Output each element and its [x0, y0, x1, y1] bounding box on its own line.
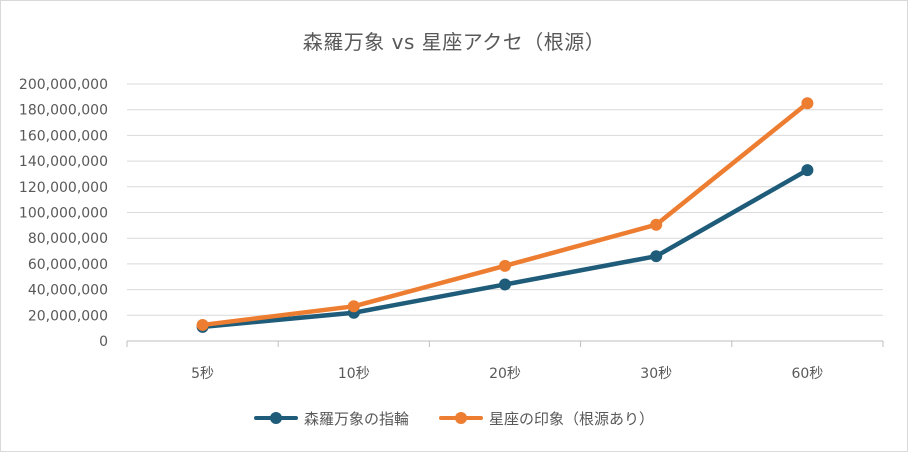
- y-tick-label: 20,000,000: [28, 308, 108, 324]
- y-tick-label: 120,000,000: [19, 180, 108, 196]
- data-point-series-2: [196, 318, 209, 331]
- x-tick-label: 5秒: [191, 366, 214, 382]
- y-tick-label: 160,000,000: [19, 128, 108, 144]
- legend-label-series-1: 森羅万象の指輪: [303, 409, 409, 428]
- series-line-1: [200, 167, 810, 330]
- legend: 森羅万象の指輪 星座の印象（根源あり）: [0, 407, 908, 429]
- y-tick-label: 60,000,000: [28, 257, 108, 273]
- y-tick-label: 180,000,000: [19, 103, 108, 119]
- y-tick-label: 100,000,000: [19, 206, 108, 222]
- legend-item-series-2[interactable]: 星座の印象（根源あり）: [439, 407, 654, 429]
- legend-marker-series-2: [439, 407, 483, 429]
- series-line-2: [200, 101, 810, 328]
- data-point-series-1: [650, 250, 663, 263]
- legend-label-series-2: 星座の印象（根源あり）: [489, 409, 655, 428]
- legend-item-series-1[interactable]: 森羅万象の指輪: [253, 407, 409, 429]
- data-point-series-2: [801, 97, 814, 110]
- y-tick-label: 40,000,000: [28, 283, 108, 299]
- y-tick-label: 0: [99, 334, 108, 350]
- x-tick-label: 10秒: [338, 366, 370, 382]
- data-point-series-2: [347, 300, 360, 313]
- data-point-series-2: [499, 259, 511, 272]
- chart-title: 森羅万象 vs 星座アクセ（根源）: [302, 30, 606, 54]
- x-tick-label: 30秒: [640, 366, 672, 382]
- data-point-series-2: [650, 218, 663, 231]
- y-tick-label: 200,000,000: [19, 77, 108, 93]
- x-tick-label: 60秒: [791, 366, 823, 382]
- data-point-series-1: [801, 164, 814, 177]
- legend-marker-series-1: [253, 407, 298, 429]
- data-point-series-1: [499, 278, 511, 291]
- x-tick-label: 20秒: [489, 366, 521, 382]
- y-tick-label: 140,000,000: [19, 154, 108, 170]
- y-tick-label: 80,000,000: [28, 231, 108, 247]
